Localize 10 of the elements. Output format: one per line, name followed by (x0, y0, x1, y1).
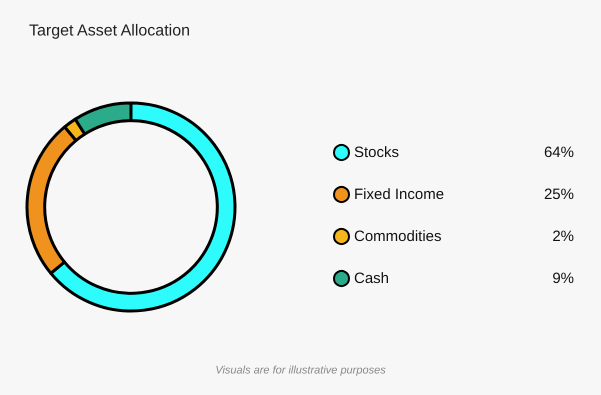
legend-label: Fixed Income (354, 186, 444, 203)
data-label: 64% (544, 144, 574, 161)
data-label: 25% (544, 186, 574, 203)
text: Visuals are for illustrative purposes (215, 364, 386, 376)
data-label: 2% (552, 228, 574, 245)
chart-title: Target Asset Allocation (29, 22, 190, 40)
data-label: 9% (552, 270, 574, 287)
legend-label: Cash (354, 270, 390, 287)
legend-label: Stocks (354, 144, 400, 161)
legend-label: Commodities (354, 228, 442, 245)
